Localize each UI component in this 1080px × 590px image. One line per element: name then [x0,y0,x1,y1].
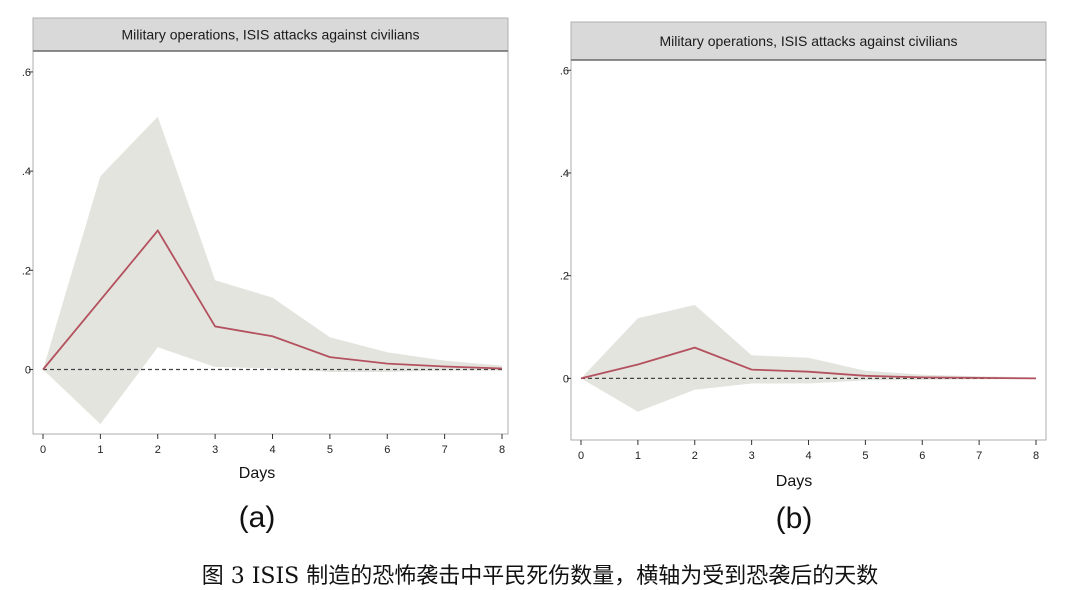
x-tick-label: 1 [635,450,641,462]
plot-frame [32,50,509,435]
x-tick-label: 2 [692,450,698,462]
y-tick-label: .6 [560,65,569,77]
estimate-line [580,346,1037,380]
x-tick-label: 3 [749,450,755,462]
x-tick-label: 2 [155,444,161,456]
estimate-line [42,229,503,371]
x-tick-label: 0 [578,450,584,462]
panel-label: (b) [776,502,813,535]
x-tick-label: 4 [805,450,811,462]
x-tick-label: 0 [40,444,46,456]
confidence-band [43,116,502,425]
y-tick-label: 0 [563,373,569,385]
x-tick-label: 8 [1033,450,1039,462]
chart-panel-a: Military operations, ISIS attacks agains… [22,17,509,534]
chart-title: Military operations, ISIS attacks agains… [121,27,419,43]
x-tick-label: 6 [919,450,925,462]
x-tick-label: 7 [976,450,982,462]
x-tick-label: 7 [442,444,448,456]
y-tick-label: .2 [22,265,31,277]
figure-caption: 图 3 ISIS 制造的恐怖袭击中平民死伤数量，横轴为受到恐袭后的天数 [201,564,879,589]
y-tick-label: .2 [560,271,569,283]
title-header [32,17,509,52]
x-axis-label: Days [239,465,275,482]
x-axis-label: Days [776,473,812,490]
title-header [570,21,1047,61]
x-tick-label: 5 [327,444,333,456]
x-tick-label: 1 [97,444,103,456]
x-tick-label: 8 [499,444,505,456]
y-tick-label: 0 [25,365,31,377]
chart-figure: Military operations, ISIS attacks agains… [22,17,1047,535]
x-tick-label: 4 [269,444,275,456]
x-tick-label: 6 [384,444,390,456]
panel-label: (a) [239,501,276,534]
y-tick-label: .6 [22,67,31,79]
y-tick-label: .4 [22,166,31,178]
confidence-band [581,304,1036,412]
x-tick-label: 5 [862,450,868,462]
chart-title: Military operations, ISIS attacks agains… [659,33,957,49]
chart-panel-b: Military operations, ISIS attacks agains… [560,21,1047,535]
y-tick-label: .4 [560,168,569,180]
x-tick-label: 3 [212,444,218,456]
